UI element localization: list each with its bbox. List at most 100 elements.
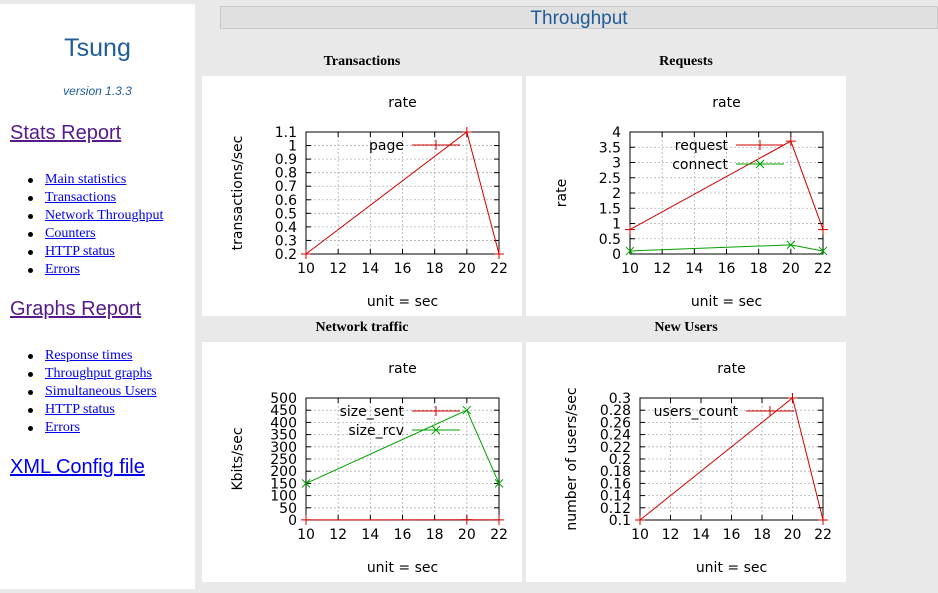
y-tick-label: 0.12 bbox=[600, 501, 631, 517]
y-tick-label: 1 bbox=[612, 217, 621, 233]
chart-transactions: rate 10 12 14 16 18 20 22 0.2 0.3 0.4 0.5 0.6 0.7 0.8 0… bbox=[202, 76, 522, 316]
x-tick-label: 14 bbox=[685, 261, 703, 277]
data-point-users-count bbox=[787, 393, 798, 403]
list-item: Counters bbox=[27, 225, 163, 243]
y-tick-label: 0.5 bbox=[275, 206, 297, 222]
x-tick-label: 14 bbox=[361, 261, 379, 277]
nav-link-counters[interactable]: Counters bbox=[45, 226, 96, 241]
legend-label-users-count: users_count bbox=[654, 404, 739, 420]
graph-title-new-users: New Users bbox=[654, 320, 718, 335]
legend-label-request: request bbox=[675, 138, 729, 154]
chart-title: rate bbox=[712, 95, 740, 111]
xml-config-link[interactable]: XML Config file bbox=[10, 456, 145, 478]
y-tick-label: 0.9 bbox=[275, 152, 297, 168]
x-axis-label: unit = sec bbox=[696, 560, 767, 576]
graphs-report-link[interactable]: Graphs Report bbox=[10, 298, 142, 320]
legend-label-size-sent: size_sent bbox=[340, 404, 405, 420]
list-item: Transactions bbox=[27, 189, 163, 207]
data-point-connect bbox=[786, 240, 796, 250]
x-axis-label: unit = sec bbox=[367, 560, 438, 576]
chart-new-users: rate 10 12 14 16 18 20 22 0.1 0.12 0.14 0.16 0.18 0.2… bbox=[526, 342, 846, 582]
y-tick-label: 450 bbox=[270, 403, 297, 419]
y-tick-label: 0.8 bbox=[275, 166, 297, 182]
stats-report-list: Main statistics Transactions Network Thr… bbox=[27, 171, 164, 279]
legend-label-page: page bbox=[369, 138, 404, 154]
data-point-size-rcv bbox=[301, 479, 311, 488]
x-tick-label: 22 bbox=[490, 527, 508, 543]
data-point-request bbox=[625, 224, 635, 235]
legend-label-size-rcv: size_rcv bbox=[348, 423, 404, 439]
y-tick-label: 3 bbox=[612, 156, 621, 172]
y-tick-label: 0.7 bbox=[275, 179, 297, 195]
nav-link-simultaneous-users[interactable]: Simultaneous Users bbox=[45, 384, 157, 399]
chart-svg: rate 10 12 14 16 18 20 22 0.20.30.40.50.60.70.80… bbox=[230, 95, 508, 310]
x-tick-label: 18 bbox=[426, 527, 444, 543]
y-tick-label: 200 bbox=[270, 464, 297, 480]
nav-link-errors[interactable]: Errors bbox=[45, 262, 80, 277]
marker-x bbox=[462, 405, 472, 415]
graph-title-network-traffic: Network traffic bbox=[315, 320, 409, 335]
y-tick-label: 1.5 bbox=[599, 201, 621, 217]
chart-title: rate bbox=[717, 361, 745, 377]
list-item: Main statistics bbox=[27, 171, 163, 189]
y-tick-label: 0.4 bbox=[275, 220, 297, 236]
y-tick-label: 0 bbox=[288, 513, 297, 529]
nav-link-network-throughput[interactable]: Network Throughput bbox=[45, 208, 164, 223]
x-tick-label: 10 bbox=[631, 527, 649, 543]
x-tick-label: 22 bbox=[490, 261, 508, 277]
x-tick-label: 20 bbox=[782, 261, 800, 277]
chart-svg: rate 10 12 14 16 18 20 22 00.511.522.533.54 unit … bbox=[554, 95, 832, 310]
y-tick-label: 500 bbox=[270, 391, 297, 407]
y-tick-label: 0.5 bbox=[599, 232, 621, 248]
section-header: Throughput bbox=[220, 6, 938, 29]
x-tick-label: 16 bbox=[723, 527, 741, 543]
x-tick-label: 10 bbox=[297, 527, 315, 543]
chart-title: rate bbox=[388, 361, 416, 377]
nav-link-http-status-graph[interactable]: HTTP status bbox=[45, 402, 115, 417]
nav-link-main-statistics[interactable]: Main statistics bbox=[45, 172, 127, 187]
list-item: HTTP status bbox=[27, 243, 163, 261]
x-tick-label: 12 bbox=[662, 527, 680, 543]
marker-x bbox=[625, 246, 635, 256]
chart-title: rate bbox=[388, 95, 416, 111]
list-item: HTTP status bbox=[28, 401, 157, 419]
x-tick-label: 16 bbox=[718, 261, 736, 277]
list-item: Simultaneous Users bbox=[28, 383, 157, 401]
y-tick-label: 2 bbox=[612, 186, 621, 202]
x-tick-label: 20 bbox=[784, 527, 802, 543]
stats-report-link[interactable]: Stats Report bbox=[10, 122, 122, 144]
y-tick-label: 400 bbox=[270, 415, 297, 431]
data-point-size-sent bbox=[494, 514, 504, 525]
list-item: Errors bbox=[28, 419, 157, 437]
list-item: Response times bbox=[28, 347, 157, 365]
legend-marker bbox=[755, 159, 765, 169]
x-tick-label: 16 bbox=[394, 527, 412, 543]
nav-link-http-status[interactable]: HTTP status bbox=[45, 244, 115, 259]
x-tick-label: 18 bbox=[426, 261, 444, 277]
y-tick-label: 0.16 bbox=[600, 476, 631, 492]
y-tick-label: 50 bbox=[279, 501, 297, 517]
nav-link-transactions[interactable]: Transactions bbox=[45, 190, 117, 205]
nav-link-errors-graph[interactable]: Errors bbox=[45, 420, 80, 435]
y-tick-label: 1.1 bbox=[275, 125, 297, 141]
y-axis-label: number of users/sec bbox=[564, 387, 580, 530]
x-axis-label: unit = sec bbox=[691, 294, 762, 310]
x-axis-label: unit = sec bbox=[367, 294, 438, 310]
x-tick-label: 18 bbox=[750, 261, 768, 277]
x-tick-label: 12 bbox=[653, 261, 671, 277]
data-point-size-rcv bbox=[462, 405, 472, 415]
graph-title-requests: Requests bbox=[659, 54, 713, 69]
nav-link-response-times[interactable]: Response times bbox=[45, 348, 133, 363]
data-point-page bbox=[461, 127, 472, 137]
y-tick-label: 150 bbox=[270, 476, 297, 492]
nav-link-throughput-graphs[interactable]: Throughput graphs bbox=[45, 366, 152, 381]
app-title: Tsung bbox=[64, 34, 131, 62]
marker-x bbox=[494, 479, 504, 488]
list-item: Throughput graphs bbox=[28, 365, 157, 383]
y-tick-label: 0.2 bbox=[609, 452, 631, 468]
y-tick-label: 300 bbox=[270, 440, 297, 456]
x-tick-label: 20 bbox=[458, 261, 476, 277]
x-tick-label: 22 bbox=[814, 261, 832, 277]
y-tick-label: 4 bbox=[612, 125, 621, 141]
